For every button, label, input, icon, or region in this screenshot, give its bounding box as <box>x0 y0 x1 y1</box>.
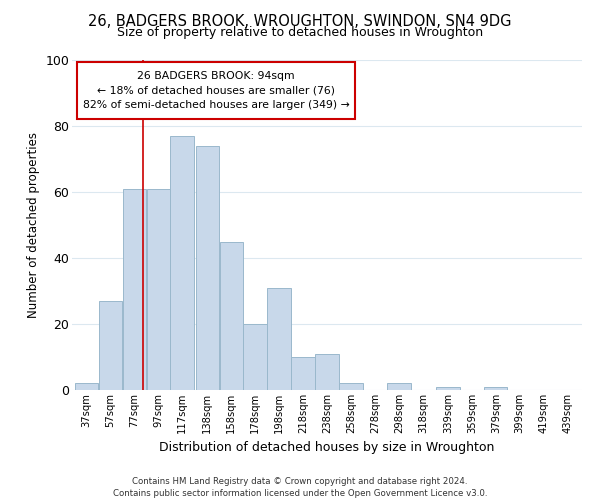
Bar <box>122 188 146 390</box>
Bar <box>244 324 267 390</box>
Bar <box>339 384 362 390</box>
Text: 26, BADGERS BROOK, WROUGHTON, SWINDON, SN4 9DG: 26, BADGERS BROOK, WROUGHTON, SWINDON, S… <box>88 14 512 29</box>
Bar <box>484 386 508 390</box>
Bar <box>387 384 410 390</box>
FancyBboxPatch shape <box>77 62 355 120</box>
Text: 26 BADGERS BROOK: 94sqm
← 18% of detached houses are smaller (76)
82% of semi-de: 26 BADGERS BROOK: 94sqm ← 18% of detache… <box>83 71 349 110</box>
Bar <box>196 146 219 390</box>
Bar <box>170 136 194 390</box>
X-axis label: Distribution of detached houses by size in Wroughton: Distribution of detached houses by size … <box>160 442 494 454</box>
Bar <box>292 357 315 390</box>
Bar <box>436 386 460 390</box>
Text: Contains HM Land Registry data © Crown copyright and database right 2024.
Contai: Contains HM Land Registry data © Crown c… <box>113 476 487 498</box>
Bar <box>316 354 338 390</box>
Bar <box>268 288 291 390</box>
Bar <box>146 188 170 390</box>
Y-axis label: Number of detached properties: Number of detached properties <box>27 132 40 318</box>
Bar <box>74 384 98 390</box>
Bar <box>220 242 243 390</box>
Bar <box>98 301 122 390</box>
Text: Size of property relative to detached houses in Wroughton: Size of property relative to detached ho… <box>117 26 483 39</box>
